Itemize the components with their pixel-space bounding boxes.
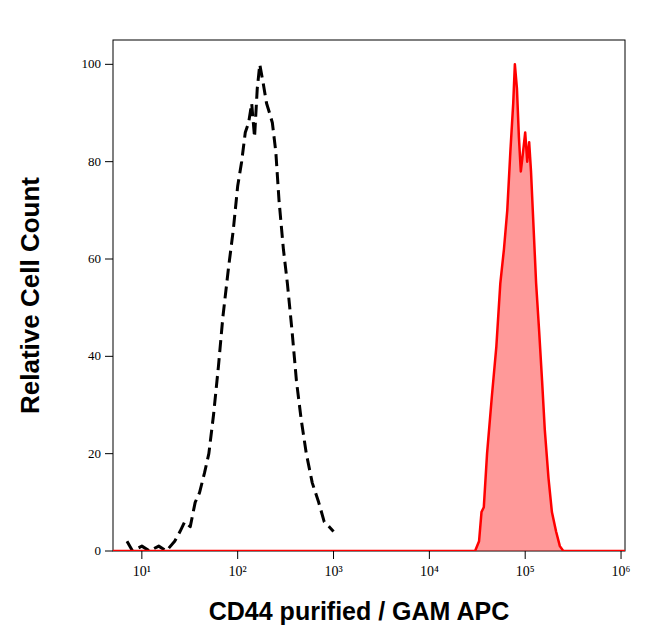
y-tick bbox=[105, 259, 113, 260]
y-tick bbox=[105, 551, 113, 552]
x-tick bbox=[621, 551, 622, 559]
x-tick bbox=[141, 551, 142, 559]
x-tick bbox=[525, 551, 526, 559]
x-tick-label: 10³ bbox=[324, 564, 342, 579]
y-tick bbox=[105, 453, 113, 454]
plot-frame bbox=[113, 40, 625, 551]
x-tick-label: 10² bbox=[229, 564, 247, 579]
y-tick bbox=[105, 161, 113, 162]
y-axis-label: Relative Cell Count bbox=[15, 177, 45, 414]
series-group bbox=[113, 64, 625, 551]
x-axis-label: CD44 purified / GAM APC bbox=[209, 597, 510, 625]
y-tick-label: 80 bbox=[88, 154, 101, 169]
x-tick-label: 10⁴ bbox=[420, 564, 439, 579]
x-tick-label: 10⁵ bbox=[516, 564, 535, 579]
y-tick bbox=[105, 356, 113, 357]
area-fill bbox=[113, 64, 625, 551]
x-tick-label: 10⁶ bbox=[612, 564, 631, 579]
chart: 0 20 40 60 80 100 10¹ 10² 10³ 10⁴ 10⁵ 10⁶ CD44 purif… bbox=[0, 0, 646, 641]
y-tick-label: 0 bbox=[95, 543, 102, 558]
y-tick-label: 60 bbox=[88, 251, 101, 266]
y-tick-label: 20 bbox=[88, 446, 101, 461]
y-tick bbox=[105, 64, 113, 65]
area-outline bbox=[113, 64, 625, 551]
y-tick-label: 100 bbox=[82, 56, 102, 71]
histogram-line bbox=[127, 64, 334, 551]
y-tick-label: 40 bbox=[88, 348, 101, 363]
x-tick bbox=[237, 551, 238, 559]
x-tick-label: 10¹ bbox=[133, 564, 151, 579]
x-tick bbox=[333, 551, 334, 559]
x-tick bbox=[429, 551, 430, 559]
